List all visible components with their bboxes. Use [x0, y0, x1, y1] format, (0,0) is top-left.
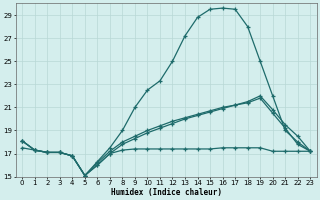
- X-axis label: Humidex (Indice chaleur): Humidex (Indice chaleur): [111, 188, 222, 197]
